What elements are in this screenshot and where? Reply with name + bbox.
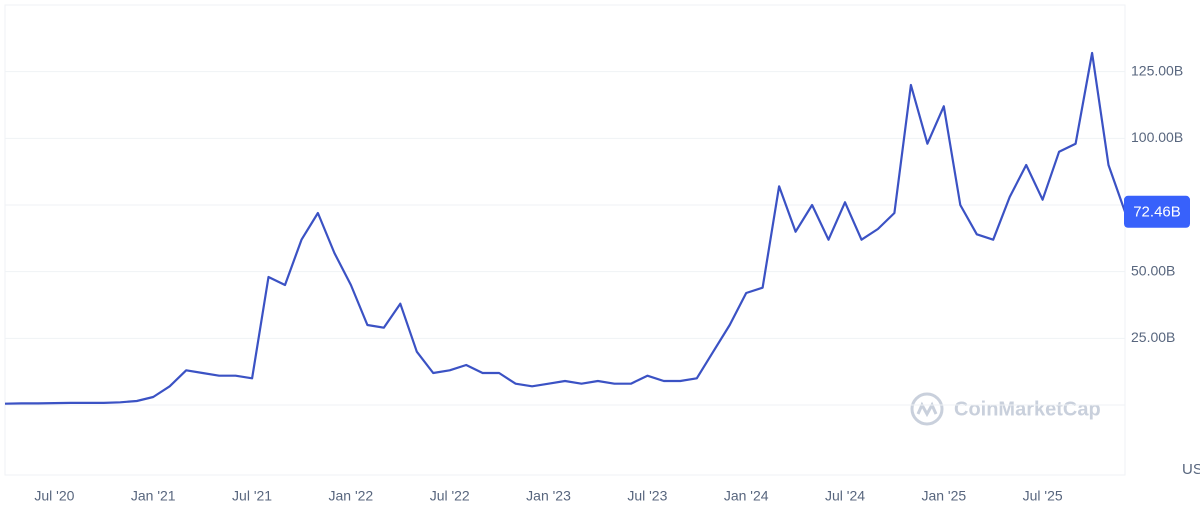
x-tick-label: Jul '24	[825, 488, 865, 504]
x-tick-label: Jan '22	[329, 488, 374, 504]
x-tick-label: Jul '25	[1023, 488, 1063, 504]
x-tick-label: Jul '23	[627, 488, 667, 504]
y-tick-label: 100.00B	[1131, 129, 1183, 145]
price-line	[4, 51, 1127, 405]
y-tick-label: 50.00B	[1131, 262, 1175, 278]
x-tick-label: Jan '21	[131, 488, 176, 504]
current-price-badge	[1124, 195, 1190, 228]
x-tick-label: Jul '21	[232, 488, 272, 504]
x-tick-label: Jan '25	[921, 488, 966, 504]
current-price-label: 72.46B	[1133, 204, 1181, 221]
x-tick-label: Jan '23	[526, 488, 571, 504]
x-tick-label: Jul '22	[430, 488, 470, 504]
watermark: CoinMarketCap	[910, 392, 1101, 426]
watermark-text: CoinMarketCap	[954, 398, 1101, 420]
watermark-logo	[910, 392, 944, 426]
x-tick-label: Jan '24	[724, 488, 769, 504]
x-tick-label: Jul '20	[34, 488, 74, 504]
currency-label: USD	[1182, 461, 1200, 478]
y-tick-label: 125.00B	[1131, 62, 1183, 78]
y-tick-label: 25.00B	[1131, 329, 1175, 345]
watermark-logo-mark	[916, 401, 938, 418]
plot-frame	[4, 4, 1126, 476]
